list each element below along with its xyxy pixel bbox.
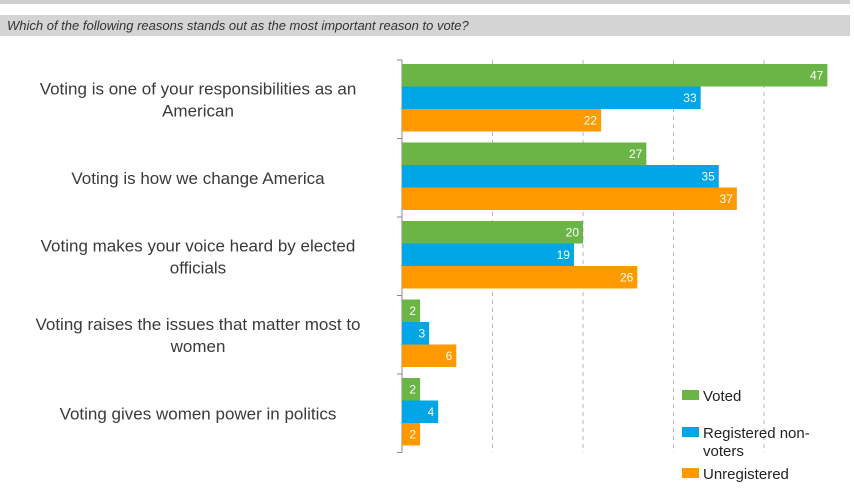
- data-label: 37: [719, 192, 733, 206]
- bar: [402, 142, 647, 165]
- bar: [402, 423, 421, 446]
- data-label: 33: [683, 91, 697, 105]
- legend-entry-line: Unregistered: [703, 466, 789, 483]
- bar: [402, 86, 701, 109]
- legend-entry: Registered non-voters: [703, 425, 810, 460]
- data-label: 47: [810, 68, 824, 82]
- category-label-line: Voting gives women power in politics: [60, 404, 337, 423]
- bar: [402, 109, 602, 132]
- bar: [402, 165, 719, 188]
- bar: [402, 266, 638, 289]
- legend-swatch: [682, 390, 699, 400]
- data-label: 20: [566, 225, 580, 239]
- question-text: Which of the following reasons stands ou…: [7, 18, 469, 33]
- data-label: 27: [629, 147, 643, 161]
- bar: [402, 400, 439, 423]
- category-label: Voting is how we change America: [71, 169, 325, 188]
- bar: [402, 299, 421, 322]
- legend-entry-line: Registered non-: [703, 425, 810, 442]
- data-label: 6: [446, 349, 453, 363]
- data-label: 35: [701, 169, 715, 183]
- legend-entry-line: voters: [703, 443, 744, 460]
- bar: [402, 221, 583, 244]
- legend-swatch: [682, 427, 699, 437]
- category-label-line: Voting raises the issues that matter mos…: [35, 315, 360, 334]
- category-label: Voting makes your voice heard by elected…: [41, 236, 356, 277]
- data-label: 22: [584, 113, 598, 127]
- bar: [402, 378, 421, 401]
- category-labels: Voting is one of your responsibilities a…: [35, 79, 360, 423]
- data-label: 4: [428, 405, 435, 419]
- question-banner: Which of the following reasons stands ou…: [0, 15, 850, 36]
- category-label-line: American: [162, 101, 234, 120]
- data-label: 26: [620, 270, 634, 284]
- category-label-line: officials: [170, 258, 226, 277]
- data-label: 2: [409, 382, 416, 396]
- category-label-line: Voting is how we change America: [71, 169, 325, 188]
- data-label: 19: [557, 248, 571, 262]
- bar: [402, 64, 828, 87]
- bar: [402, 344, 457, 367]
- legend: Voted Registered non-voters Unregistered: [682, 388, 810, 483]
- category-label: Voting gives women power in politics: [60, 404, 337, 423]
- category-label: Voting is one of your responsibilities a…: [40, 79, 357, 120]
- legend-entry: Unregistered: [703, 466, 789, 483]
- legend-swatch: [682, 468, 699, 478]
- legend-entry-line: Voted: [703, 388, 741, 405]
- data-label: 3: [418, 326, 425, 340]
- top-rule: [0, 0, 850, 4]
- category-label: Voting raises the issues that matter mos…: [35, 315, 360, 356]
- category-axis: [397, 59, 403, 453]
- data-label: 2: [409, 304, 416, 318]
- data-label: 2: [409, 427, 416, 441]
- category-label-line: women: [170, 337, 226, 356]
- category-label-line: Voting is one of your responsibilities a…: [40, 79, 357, 98]
- bar: [402, 187, 737, 210]
- bar: [402, 243, 574, 266]
- bar: [402, 322, 430, 345]
- category-label-line: Voting makes your voice heard by elected: [41, 236, 356, 255]
- legend-entry: Voted: [703, 388, 741, 405]
